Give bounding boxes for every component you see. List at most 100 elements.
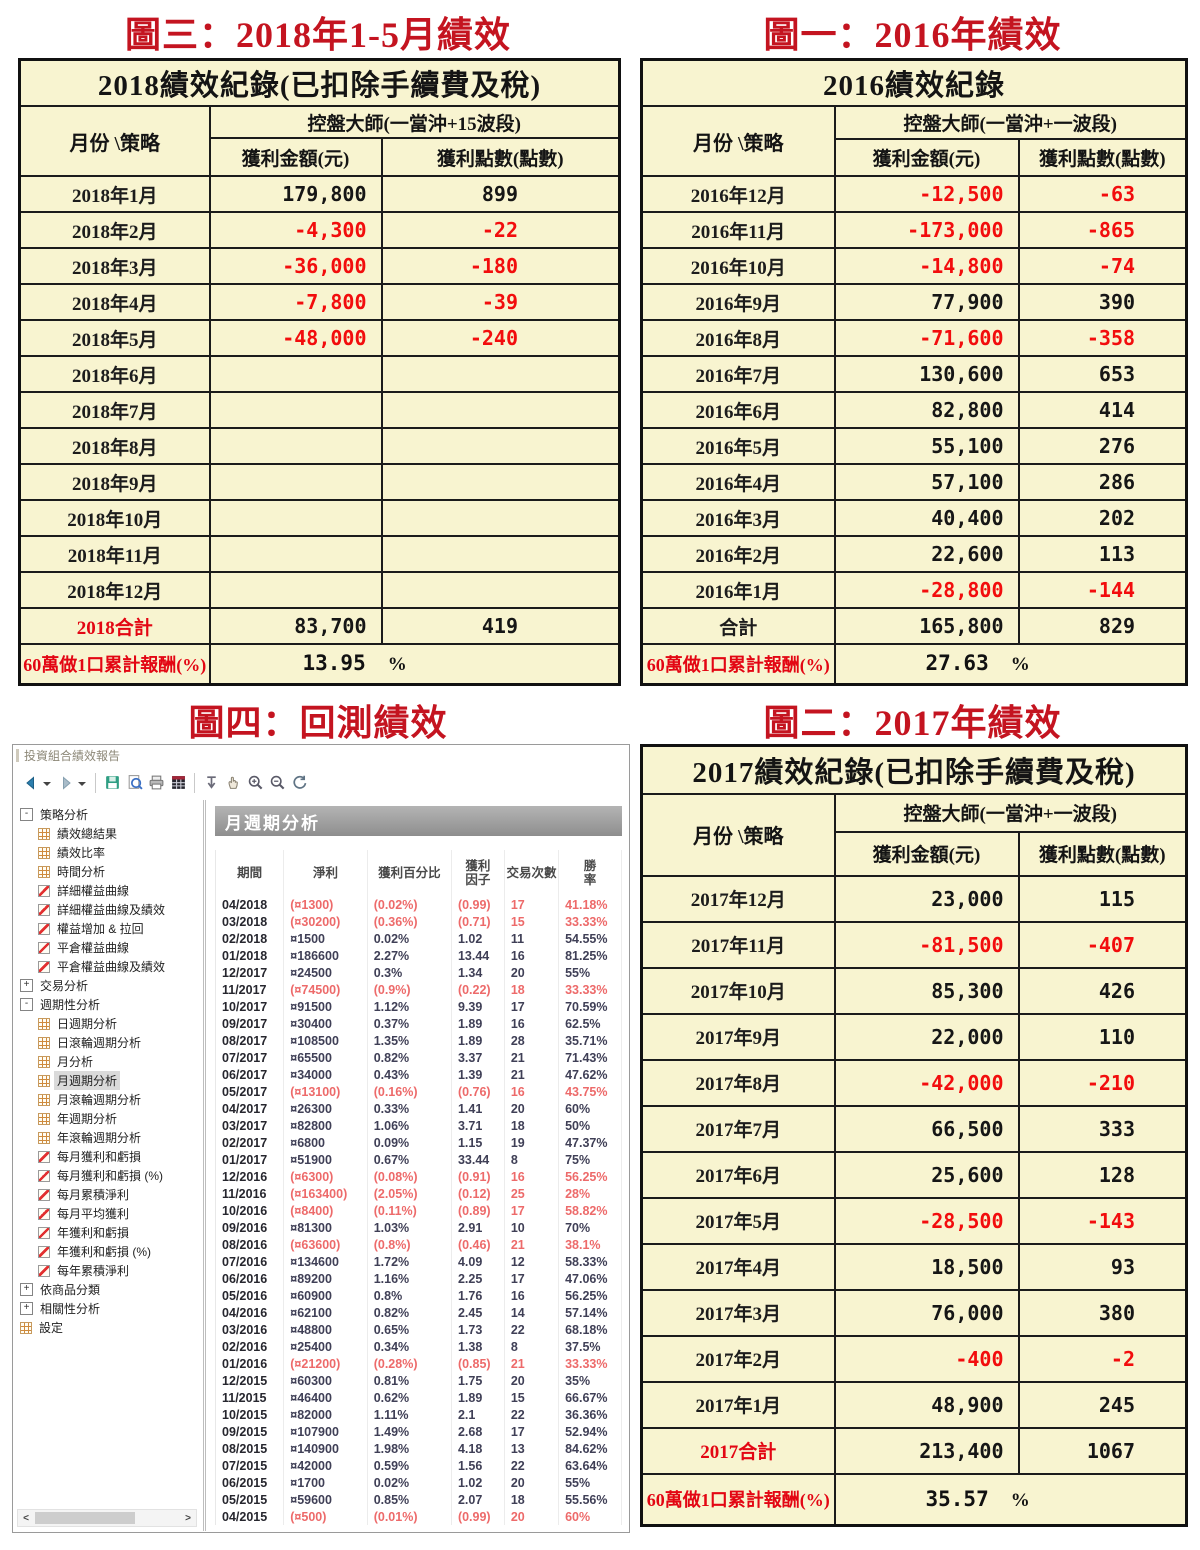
col-profit-percent: 獲利百分比: [367, 850, 452, 896]
tree-item[interactable]: 每月累積淨利: [14, 1185, 203, 1204]
month-row: 2016年3月 40,400 202: [640, 499, 1188, 537]
pan-hand-button[interactable]: [222, 772, 244, 794]
horizontal-scrollbar[interactable]: < >: [17, 1509, 197, 1527]
back-dropdown-icon[interactable]: [43, 781, 51, 790]
trade-count-cell: 18: [504, 1491, 560, 1508]
table-report-icon: [38, 865, 50, 878]
tree-item[interactable]: 每月平均獲利: [14, 1204, 203, 1223]
period-cell: 01/2016: [215, 1355, 285, 1372]
zoom-in-icon: [248, 775, 262, 790]
scrollbar-thumb[interactable]: [35, 1512, 135, 1524]
profit-factor-cell: 1.73: [451, 1321, 505, 1338]
trade-count-cell: 28: [504, 1032, 560, 1049]
tree-item[interactable]: + 交易分析: [14, 976, 203, 995]
profit-amount: [208, 355, 383, 393]
tree-expander-icon[interactable]: -: [20, 998, 33, 1011]
tree-item[interactable]: 設定: [14, 1318, 203, 1337]
tree-item[interactable]: - 策略分析: [14, 805, 203, 824]
month-row: 2017年8月 -42,000 -210: [640, 1058, 1188, 1107]
month-row: 2017年5月 -28,500 -143: [640, 1196, 1188, 1245]
move-button[interactable]: [200, 772, 222, 794]
profit-percent-cell: (0.16%): [367, 1083, 452, 1100]
net-profit-cell: ¤1700: [283, 1474, 368, 1491]
trade-count-cell: 20: [504, 1474, 560, 1491]
tree-item[interactable]: 年獲利和虧損: [14, 1223, 203, 1242]
tree-item[interactable]: 每月獲利和虧損 (%): [14, 1166, 203, 1185]
tree-item[interactable]: 績效總結果: [14, 824, 203, 843]
rotate-button[interactable]: [288, 772, 310, 794]
tree-item[interactable]: 月週期分析: [14, 1071, 203, 1090]
tree-expander-icon[interactable]: +: [20, 979, 33, 992]
figure3-title: 圖三：2018年1-5月績效: [125, 15, 511, 55]
print-button[interactable]: [145, 772, 167, 794]
window-titlebar[interactable]: 投資組合績效報告: [13, 745, 629, 766]
tree-expander-icon[interactable]: +: [20, 1302, 33, 1315]
tree-item[interactable]: 年獲利和虧損 (%): [14, 1242, 203, 1261]
tree-item[interactable]: + 相關性分析: [14, 1299, 203, 1318]
analysis-row: 11/2017 (¤74500) (0.9%) (0.22) 18 33.33%: [215, 981, 622, 998]
total-label: 2017合計: [640, 1426, 836, 1475]
scroll-right-arrow[interactable]: >: [185, 1512, 191, 1524]
month-row: 2016年4月 57,100 286: [640, 463, 1188, 501]
zoom-out-icon: [270, 775, 284, 790]
profit-factor-cell: (0.71): [451, 913, 505, 930]
tree-expander-icon[interactable]: +: [20, 1283, 33, 1296]
back-button[interactable]: [20, 772, 42, 794]
table-report-icon: [38, 1036, 50, 1049]
tree-item[interactable]: 月滾輪週期分析: [14, 1090, 203, 1109]
tree-item[interactable]: 年滾輪週期分析: [14, 1128, 203, 1147]
tree-item[interactable]: 權益增加 & 拉回: [14, 919, 203, 938]
monthly-analysis-table: 期間 淨利 獲利百分比 獲利 因子 交易次數 勝 率 04/2018 (¤130…: [215, 850, 622, 1525]
tree-item[interactable]: - 週期性分析: [14, 995, 203, 1014]
profit-points: 286: [1017, 463, 1188, 501]
period-cell: 04/2015: [215, 1508, 285, 1525]
month-label: 2017年4月: [640, 1242, 836, 1291]
forward-dropdown-icon[interactable]: [78, 781, 86, 790]
tree-item[interactable]: 月分析: [14, 1052, 203, 1071]
tree-item[interactable]: 每年累積淨利: [14, 1261, 203, 1280]
tree-item[interactable]: 詳細權益曲線: [14, 881, 203, 900]
month-label: 2018年3月: [18, 247, 211, 285]
profit-percent-cell: (0.36%): [367, 913, 452, 930]
scroll-left-arrow[interactable]: <: [23, 1512, 29, 1524]
tree-item[interactable]: 詳細權益曲線及績效: [14, 900, 203, 919]
profit-factor-cell: 1.34: [451, 964, 505, 981]
profit-points: 128: [1017, 1150, 1188, 1199]
tree-item[interactable]: 年週期分析: [14, 1109, 203, 1128]
tree-item[interactable]: 日滾輪週期分析: [14, 1033, 203, 1052]
profit-factor-cell: (0.46): [451, 1236, 505, 1253]
zoom-in-button[interactable]: [244, 772, 266, 794]
period-cell: 09/2015: [215, 1423, 285, 1440]
analysis-row: 04/2015 (¤500) (0.01%) (0.99) 20 60%: [215, 1508, 622, 1525]
profit-amount: -14,800: [833, 247, 1020, 285]
tree-item[interactable]: 平倉權益曲線及績效: [14, 957, 203, 976]
forward-button[interactable]: [55, 772, 77, 794]
tree-item[interactable]: 日週期分析: [14, 1014, 203, 1033]
tree-item[interactable]: 每月獲利和虧損: [14, 1147, 203, 1166]
zoom-out-button[interactable]: [266, 772, 288, 794]
tree-item[interactable]: + 依商品分類: [14, 1280, 203, 1299]
win-rate-cell: 66.67%: [558, 1389, 622, 1406]
period-cell: 11/2017: [215, 981, 285, 998]
tree-item[interactable]: 績效比率: [14, 843, 203, 862]
profit-factor-cell: 1.39: [451, 1066, 505, 1083]
trade-count-cell: 21: [504, 1355, 560, 1372]
save-button[interactable]: [101, 772, 123, 794]
print-preview-button[interactable]: [123, 772, 145, 794]
tree-item[interactable]: 時間分析: [14, 862, 203, 881]
back-icon: [26, 775, 34, 790]
analysis-row: 01/2018 ¤186600 2.27% 13.44 16 81.25%: [215, 947, 622, 964]
report-table-button[interactable]: [167, 772, 189, 794]
month-row: 2016年1月 -28,800 -144: [640, 571, 1188, 609]
window-icon: [16, 749, 19, 762]
trade-count-cell: 14: [504, 1304, 560, 1321]
report-table-icon: [171, 776, 185, 789]
month-label: 2018年6月: [18, 355, 211, 393]
strategy-header: 控盤大師(一當沖+一波段): [833, 792, 1188, 833]
tree-expander-icon[interactable]: -: [20, 808, 33, 821]
win-rate-cell: 55.56%: [558, 1491, 622, 1508]
report-panel-title: 月週期分析: [215, 806, 622, 836]
tree-item[interactable]: 平倉權益曲線: [14, 938, 203, 957]
profit-percent-cell: 1.16%: [367, 1270, 452, 1287]
return-label: 60萬做1口累計報酬(%): [18, 643, 211, 685]
